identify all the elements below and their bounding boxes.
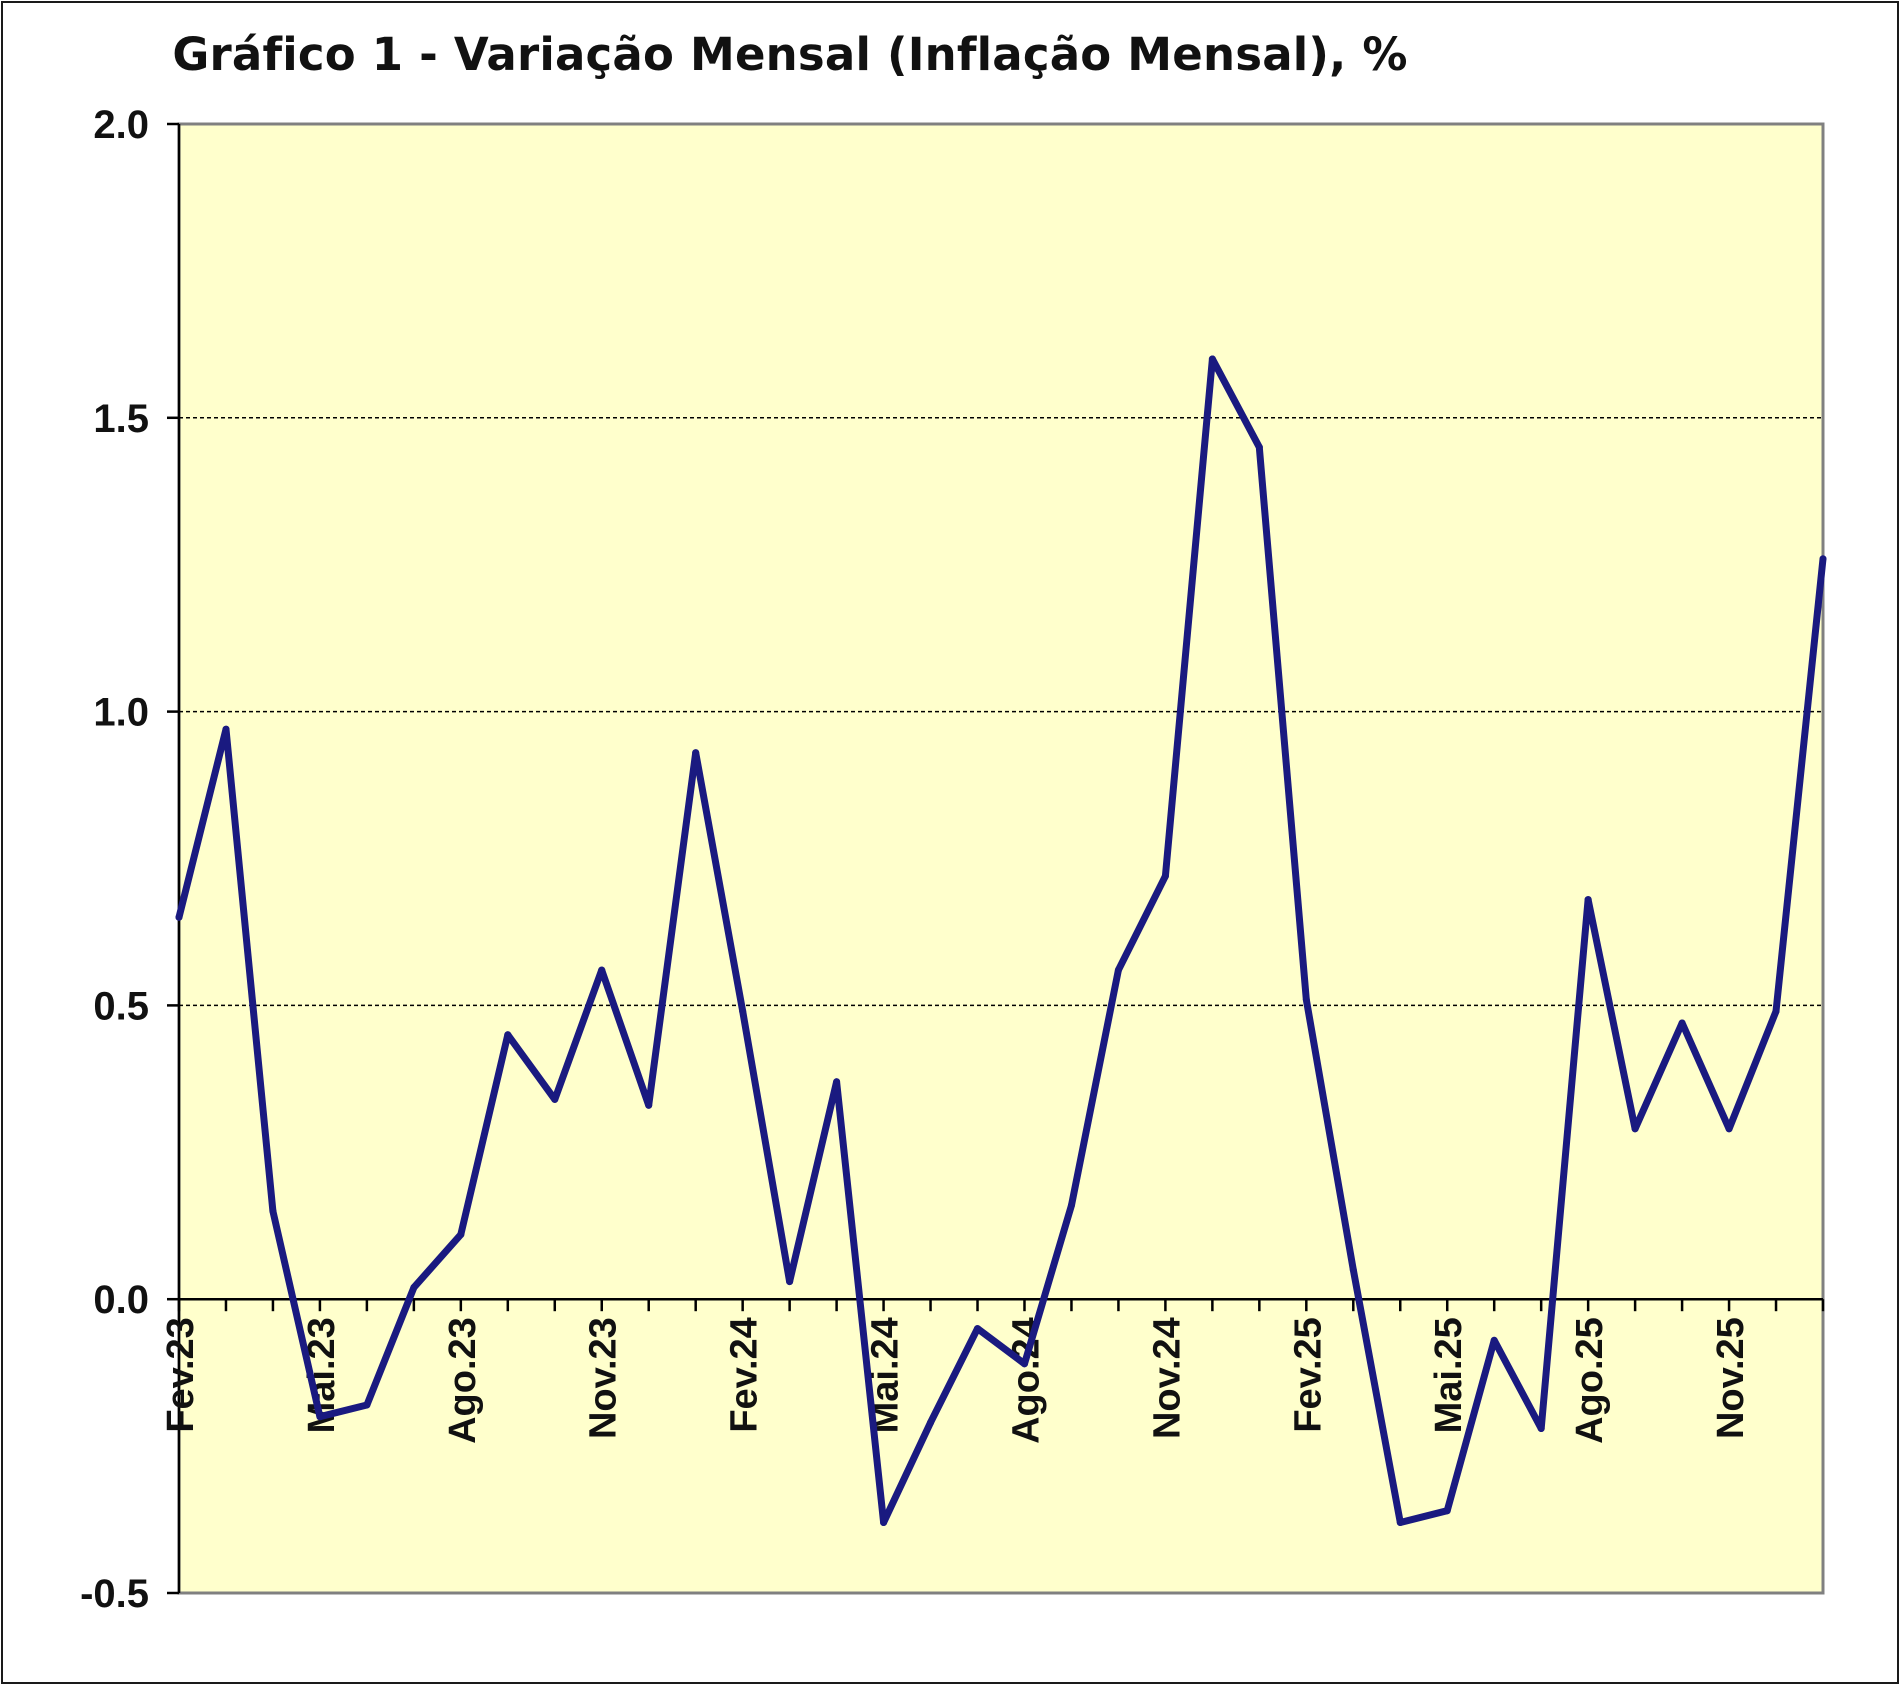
y-axis-ticks: 2.0 1.5 1.0 0.5 0.0 -0.5 — [80, 103, 179, 1616]
axes — [177, 124, 1823, 1593]
data-point — [1208, 355, 1216, 363]
data-point — [222, 725, 230, 733]
data-point — [1819, 555, 1827, 563]
data-point — [1631, 1125, 1639, 1133]
y-tick-label: -0.5 — [80, 1572, 149, 1616]
x-tick-label: Nov.24 — [1146, 1317, 1188, 1439]
y-tick-label: 0.5 — [93, 984, 149, 1028]
data-point — [410, 1283, 418, 1291]
data-point — [974, 1325, 982, 1333]
data-point — [551, 1095, 559, 1103]
data-point — [1537, 1424, 1545, 1432]
series-line — [175, 355, 1827, 1526]
data-point — [316, 1413, 324, 1421]
data-point — [1349, 1266, 1357, 1274]
data-point — [645, 1101, 653, 1109]
x-tick-label: Fev.24 — [724, 1317, 766, 1432]
x-axis-ticks: Fev.23 Mai.23 Ago.23 Nov.23 Fev.24 Mai.24 Ago.… — [160, 1299, 1825, 1444]
data-point — [1114, 966, 1122, 974]
data-point — [880, 1518, 888, 1526]
data-point — [504, 1031, 512, 1039]
data-point — [1067, 1201, 1075, 1209]
data-point — [786, 1278, 794, 1286]
x-tick-label: Mai.25 — [1428, 1317, 1470, 1433]
x-tick-label: Nov.23 — [583, 1317, 625, 1439]
data-point — [1396, 1518, 1404, 1526]
data-point — [1490, 1336, 1498, 1344]
data-point — [1772, 1007, 1780, 1015]
x-tick-label: Ago.25 — [1569, 1317, 1611, 1444]
data-point — [175, 913, 183, 921]
data-point — [1255, 443, 1263, 451]
data-point — [269, 1207, 277, 1215]
x-tick-label: Nov.25 — [1710, 1317, 1752, 1439]
data-point — [1678, 1019, 1686, 1027]
x-tick-label: Ago.24 — [1005, 1317, 1047, 1444]
data-point — [1020, 1360, 1028, 1368]
data-point — [1161, 872, 1169, 880]
data-point — [1443, 1507, 1451, 1515]
chart-title: Gráfico 1 - Variação Mensal (Inflação Me… — [172, 28, 1408, 81]
y-tick-label: 0.0 — [93, 1278, 149, 1322]
data-point — [1302, 996, 1310, 1004]
data-point — [457, 1231, 465, 1239]
data-point — [1584, 896, 1592, 904]
y-tick-label: 1.0 — [93, 691, 149, 735]
x-tick-label: Ago.23 — [442, 1317, 484, 1444]
x-tick-label: Fev.23 — [160, 1317, 202, 1432]
y-tick-label: 2.0 — [93, 103, 149, 147]
data-point — [739, 1007, 747, 1015]
data-point — [1725, 1125, 1733, 1133]
y-tick-label: 1.5 — [93, 397, 149, 441]
grid-lines — [179, 417, 1823, 1007]
data-point — [363, 1401, 371, 1409]
series-group — [175, 355, 1827, 1526]
x-tick-label: Fev.25 — [1287, 1317, 1329, 1432]
data-point — [833, 1078, 841, 1086]
data-point — [692, 749, 700, 757]
data-point — [598, 966, 606, 974]
data-point — [927, 1419, 935, 1427]
